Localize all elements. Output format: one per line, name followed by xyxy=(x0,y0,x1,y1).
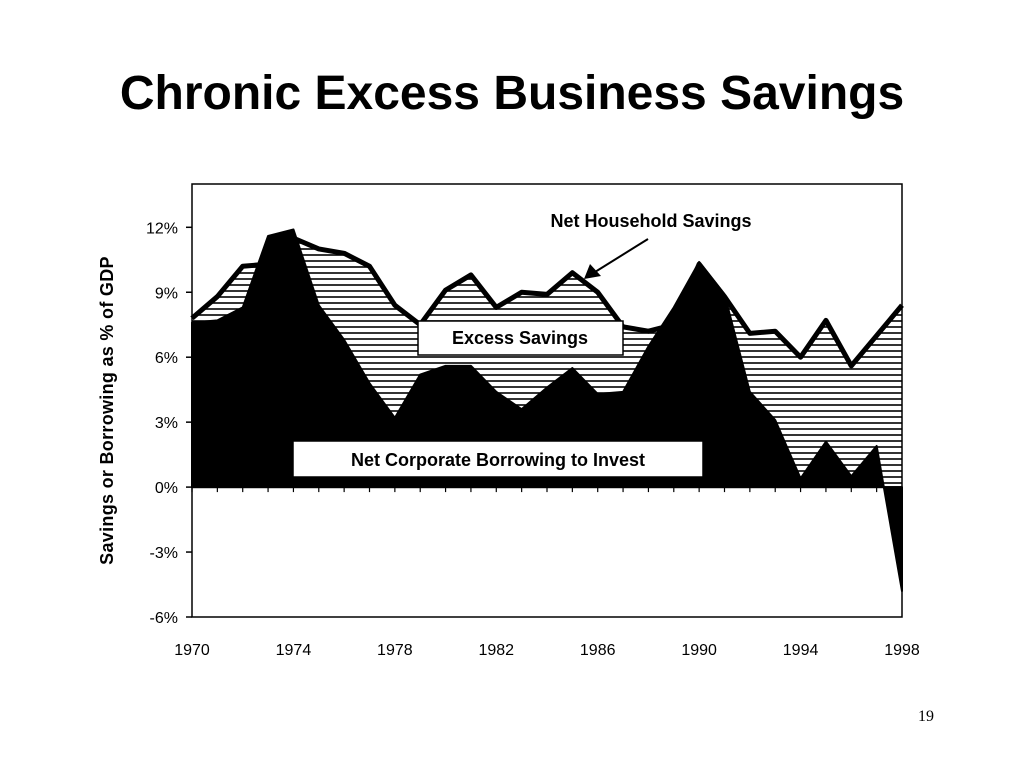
y-tick-label: -3% xyxy=(150,545,178,562)
x-tick-label: 1994 xyxy=(783,642,819,659)
household-savings-label: Net Household Savings xyxy=(550,211,751,231)
x-tick-label: 1974 xyxy=(276,642,312,659)
x-tick-label: 1982 xyxy=(478,642,514,659)
annotation-arrow-line xyxy=(594,238,649,273)
slide-title: Chronic Excess Business Savings xyxy=(119,67,905,120)
x-tick-label: 1978 xyxy=(377,642,413,659)
y-tick-label: 9% xyxy=(155,285,178,302)
y-tick-label: 0% xyxy=(155,480,178,497)
x-tick-label: 1998 xyxy=(884,642,920,659)
y-tick-label: 3% xyxy=(155,415,178,432)
x-tick-label: 1990 xyxy=(681,642,717,659)
page-number: 19 xyxy=(918,708,934,725)
corporate-borrowing-box xyxy=(292,440,704,478)
y-axis-label: Savings or Borrowing as % of GDP xyxy=(97,256,117,565)
y-tick-label: -6% xyxy=(150,610,178,627)
corporate-borrowing-label: Net Corporate Borrowing to Invest xyxy=(351,450,645,470)
excess-savings-box xyxy=(417,320,624,356)
plot-frame xyxy=(191,183,903,618)
household-savings-line xyxy=(190,235,904,369)
y-tick-label: 6% xyxy=(155,350,178,367)
y-tick-label: 12% xyxy=(146,220,178,237)
x-tick-label: 1986 xyxy=(580,642,616,659)
x-tick-label: 1970 xyxy=(174,642,210,659)
annotation-arrow-head xyxy=(584,264,601,279)
excess-savings-label: Excess Savings xyxy=(452,328,588,348)
